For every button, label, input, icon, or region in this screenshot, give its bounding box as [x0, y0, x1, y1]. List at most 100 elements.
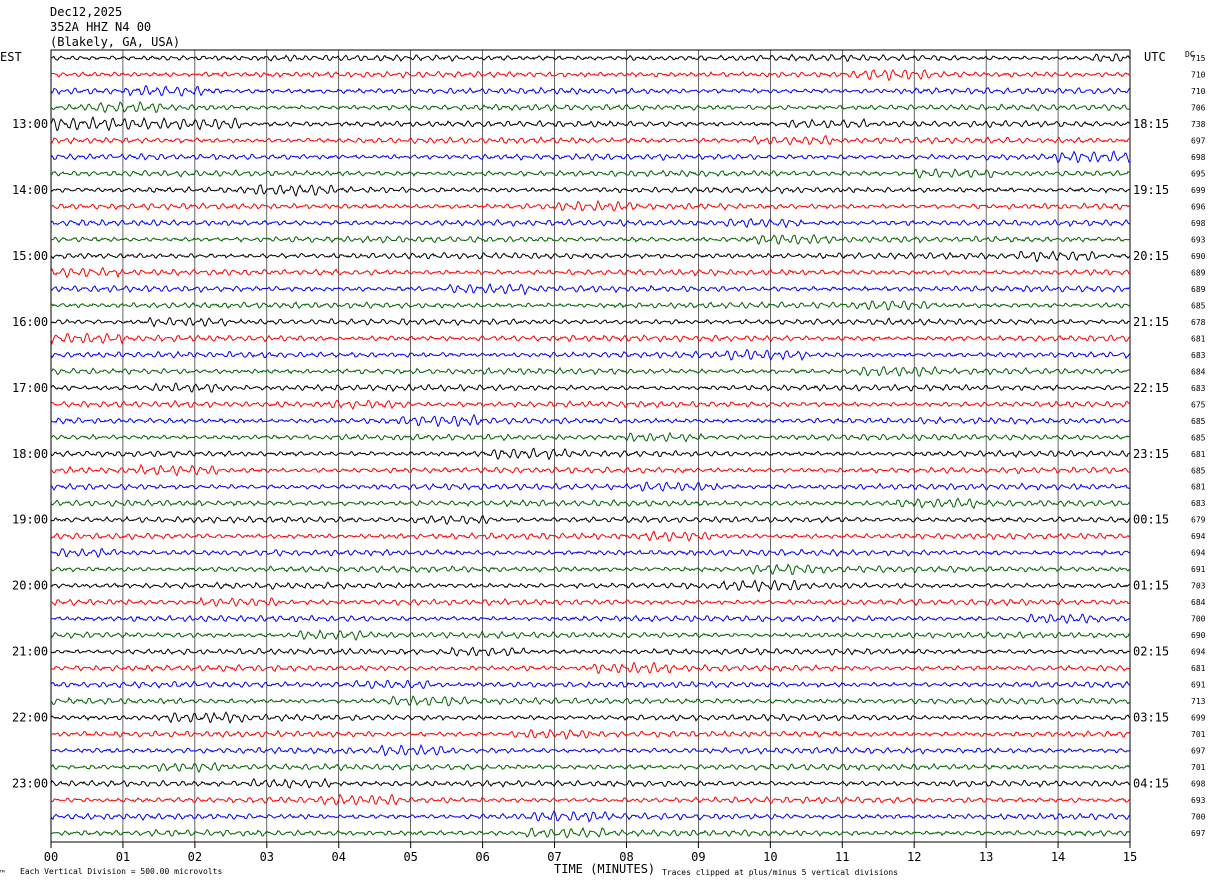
dc-offset-label: 694 — [1191, 648, 1206, 657]
dc-offset-label: 691 — [1191, 681, 1206, 690]
seismic-trace — [50, 431, 1130, 443]
x-tick-label: 15 — [1123, 850, 1137, 864]
dc-offset-label: 675 — [1191, 400, 1206, 409]
seismic-trace — [50, 217, 1131, 229]
seismic-trace — [50, 282, 1131, 296]
seismic-trace — [50, 810, 1131, 823]
seismic-trace — [50, 497, 1131, 510]
dc-offset-label: 683 — [1191, 384, 1206, 393]
seismic-trace — [50, 563, 1131, 575]
right-hour-label: 00:15 — [1133, 513, 1169, 527]
seismic-trace — [50, 661, 1131, 674]
dc-offset-label: 697 — [1191, 747, 1206, 756]
scale-note: Each Vertical Division = 500.00 microvol… — [20, 867, 222, 876]
seismic-trace — [50, 365, 1131, 377]
dc-offset-label: 698 — [1191, 780, 1206, 789]
dc-offset-label: 684 — [1191, 598, 1206, 607]
seismic-trace — [50, 150, 1131, 164]
seismic-trace — [50, 547, 1131, 558]
x-tick-label: 05 — [403, 850, 417, 864]
seismic-trace — [50, 761, 1131, 774]
right-hour-label: 03:15 — [1133, 711, 1169, 725]
left-hour-label: 19:00 — [12, 513, 48, 527]
x-tick-label: 09 — [691, 850, 705, 864]
dc-offset-label: 710 — [1191, 87, 1206, 96]
left-hour-label: 20:00 — [12, 579, 48, 593]
dc-offset-label: 693 — [1191, 796, 1206, 805]
seismic-trace — [50, 530, 1131, 542]
left-hour-label: 22:00 — [12, 711, 48, 725]
seismic-trace — [50, 463, 1131, 477]
dc-offset-label: 681 — [1191, 450, 1206, 459]
seismic-trace — [50, 481, 1131, 492]
x-tick-label: 10 — [763, 850, 777, 864]
dc-offset-label: 685 — [1191, 417, 1206, 426]
right-hour-label: 02:15 — [1133, 645, 1169, 659]
dc-offset-label: 696 — [1191, 202, 1206, 211]
seismic-trace — [50, 348, 1131, 361]
seismic-trace — [50, 199, 1131, 212]
dc-offset-label: 703 — [1191, 582, 1206, 591]
x-tick-label: 14 — [1051, 850, 1065, 864]
x-tick-label: 02 — [188, 850, 202, 864]
dc-offset-label: 681 — [1191, 664, 1206, 673]
dc-offset-label: 690 — [1191, 631, 1206, 640]
dc-offset-label: 683 — [1191, 351, 1206, 360]
dc-offset-label: 689 — [1191, 268, 1206, 277]
dc-offset-label: 698 — [1191, 219, 1206, 228]
dc-offset-label: 685 — [1191, 466, 1206, 475]
x-tick-label: 04 — [332, 850, 346, 864]
dc-offset-label: 699 — [1191, 186, 1206, 195]
dc-offset-label: 701 — [1191, 763, 1206, 772]
header-date: Dec12,2025 — [50, 5, 122, 19]
dc-offset-label: 695 — [1191, 169, 1206, 178]
seismic-trace — [50, 135, 1131, 146]
clip-note: Traces clipped at plus/minus 5 vertical … — [662, 868, 898, 877]
right-hour-label: 18:15 — [1133, 117, 1169, 131]
dc-offset-label: 685 — [1191, 301, 1206, 310]
dc-offset-label: 678 — [1191, 318, 1206, 327]
x-tick-label: 01 — [116, 850, 130, 864]
left-hour-label: 18:00 — [12, 447, 48, 461]
x-tick-label: 03 — [260, 850, 274, 864]
seismic-trace — [50, 413, 1131, 428]
header-station: 352A HHZ N4 00 — [50, 20, 151, 34]
seismic-trace — [50, 777, 1131, 789]
seismic-trace — [50, 300, 1131, 311]
seismic-trace — [50, 628, 1131, 642]
dc-header: DC — [1185, 50, 1195, 59]
right-timezone: UTC — [1144, 50, 1166, 64]
left-hour-label: 15:00 — [12, 249, 48, 263]
seismic-trace — [50, 69, 1131, 82]
seismic-trace — [50, 793, 1131, 806]
footer-mark: ™ — [0, 869, 5, 878]
right-hour-label: 01:15 — [1133, 579, 1169, 593]
seismic-trace — [50, 399, 1131, 411]
dc-offset-label: 681 — [1191, 483, 1206, 492]
dc-offset-label: 691 — [1191, 565, 1206, 574]
seismic-trace — [50, 646, 1131, 657]
left-hour-label: 13:00 — [12, 117, 48, 131]
seismic-trace — [50, 579, 1131, 593]
dc-offset-label: 715 — [1191, 54, 1206, 63]
dc-offset-label: 697 — [1191, 136, 1206, 145]
left-hour-label: 23:00 — [12, 777, 48, 791]
seismic-trace — [50, 728, 1131, 740]
x-tick-label: 00 — [44, 850, 58, 864]
x-tick-label: 08 — [619, 850, 633, 864]
dc-offset-label: 710 — [1191, 70, 1206, 79]
seismic-trace — [50, 250, 1131, 263]
seismic-trace — [50, 53, 1131, 62]
left-hour-label: 21:00 — [12, 645, 48, 659]
dc-offset-label: 698 — [1191, 153, 1206, 162]
seismic-trace — [51, 596, 1131, 607]
dc-offset-label: 681 — [1191, 334, 1206, 343]
seismic-trace — [50, 514, 1131, 525]
seismic-trace — [50, 84, 1131, 97]
seismic-trace — [50, 233, 1130, 245]
x-tick-label: 11 — [835, 850, 849, 864]
seismic-trace — [50, 115, 1131, 132]
right-hour-label: 23:15 — [1133, 447, 1169, 461]
dc-offset-label: 694 — [1191, 549, 1206, 558]
